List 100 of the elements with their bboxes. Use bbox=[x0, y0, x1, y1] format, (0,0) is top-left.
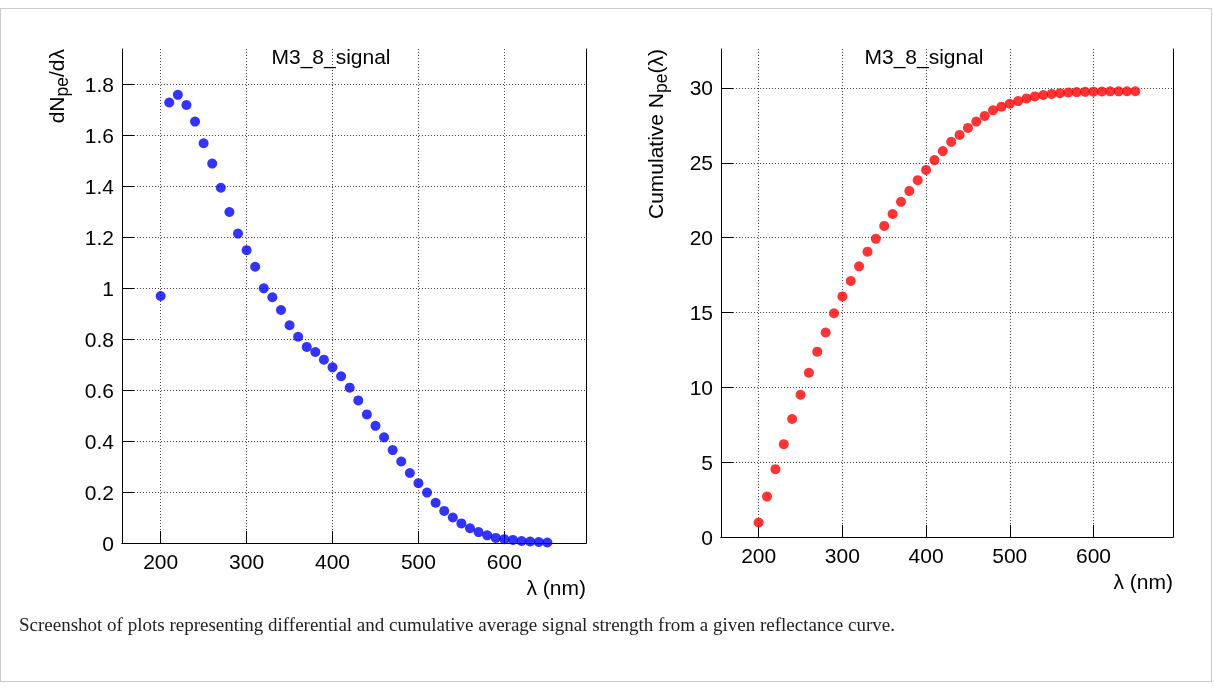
point bbox=[795, 389, 806, 400]
y-tick-label: 0 bbox=[701, 525, 713, 549]
point bbox=[829, 308, 839, 319]
point bbox=[181, 100, 192, 111]
point bbox=[172, 89, 183, 100]
point bbox=[996, 101, 1007, 112]
point bbox=[1121, 86, 1132, 97]
point bbox=[946, 136, 957, 147]
point bbox=[379, 432, 390, 443]
point bbox=[404, 467, 415, 478]
point bbox=[525, 536, 536, 547]
point bbox=[812, 346, 823, 357]
point bbox=[499, 534, 510, 545]
point bbox=[854, 261, 865, 272]
point bbox=[1130, 86, 1141, 97]
point bbox=[1038, 89, 1049, 100]
point bbox=[1088, 86, 1099, 97]
x-tick-label: 600 bbox=[1075, 544, 1111, 567]
point bbox=[267, 292, 278, 303]
point bbox=[979, 110, 990, 121]
y-tick-label: 20 bbox=[689, 226, 713, 250]
point bbox=[762, 491, 773, 502]
y-tick-label: 1.6 bbox=[84, 124, 114, 148]
point bbox=[198, 138, 209, 149]
point bbox=[770, 464, 781, 475]
point bbox=[473, 527, 484, 538]
x-tick-label: 500 bbox=[992, 544, 1028, 567]
point bbox=[870, 233, 881, 244]
point bbox=[250, 261, 261, 272]
point bbox=[787, 414, 798, 425]
point bbox=[353, 395, 364, 406]
point bbox=[164, 97, 175, 108]
point bbox=[507, 534, 518, 545]
point bbox=[456, 518, 467, 529]
point bbox=[1080, 86, 1091, 97]
y-tick-label: 0 bbox=[102, 531, 114, 555]
point bbox=[361, 409, 372, 420]
y-tick-label: 0.6 bbox=[84, 378, 114, 402]
point bbox=[465, 523, 475, 534]
point bbox=[988, 105, 999, 116]
point bbox=[1029, 91, 1040, 102]
point bbox=[862, 246, 873, 257]
point bbox=[422, 487, 433, 498]
point bbox=[929, 155, 940, 166]
point bbox=[293, 331, 304, 342]
point bbox=[233, 228, 243, 239]
x-tick-label: 300 bbox=[824, 544, 860, 567]
point bbox=[542, 537, 553, 548]
point bbox=[1055, 88, 1065, 99]
point bbox=[845, 276, 856, 287]
point bbox=[430, 497, 441, 508]
y-tick-label: 1.8 bbox=[84, 73, 114, 97]
chart-title: M3_8_signal bbox=[271, 45, 391, 69]
y-tick-label: 10 bbox=[689, 375, 713, 399]
x-axis-title: λ (nm) bbox=[1113, 570, 1173, 593]
point bbox=[215, 182, 226, 193]
point bbox=[962, 122, 973, 133]
point bbox=[516, 535, 527, 546]
point bbox=[837, 291, 848, 302]
point bbox=[284, 320, 295, 331]
point bbox=[310, 347, 321, 358]
point bbox=[190, 116, 201, 127]
point bbox=[258, 283, 269, 294]
y-tick-label: 5 bbox=[701, 450, 713, 474]
point bbox=[447, 512, 458, 523]
point bbox=[318, 354, 329, 365]
point bbox=[387, 445, 398, 456]
x-tick-label: 400 bbox=[908, 544, 944, 567]
y-tick-label: 0.2 bbox=[84, 480, 114, 504]
point bbox=[370, 420, 381, 431]
point bbox=[301, 341, 312, 352]
y-tick-label: 25 bbox=[689, 151, 713, 175]
point bbox=[895, 196, 906, 207]
y-tick-label: 30 bbox=[689, 76, 713, 100]
point bbox=[396, 456, 407, 467]
point bbox=[439, 505, 450, 516]
point bbox=[155, 291, 166, 301]
y-tick-label: 1.4 bbox=[84, 175, 115, 199]
x-tick-label: 600 bbox=[486, 550, 522, 573]
y-tick-label: 15 bbox=[689, 300, 713, 324]
point bbox=[207, 158, 218, 169]
x-tick-label: 200 bbox=[741, 544, 777, 567]
point bbox=[803, 367, 814, 378]
point bbox=[1105, 86, 1116, 97]
x-tick-label: 500 bbox=[400, 550, 436, 573]
chart-title: M3_8_signal bbox=[864, 45, 984, 69]
y-tick-label: 0.8 bbox=[84, 327, 114, 351]
point bbox=[241, 245, 252, 256]
point bbox=[336, 371, 347, 382]
point bbox=[413, 478, 424, 489]
x-axis-title: λ (nm) bbox=[526, 576, 586, 599]
point bbox=[937, 146, 948, 157]
point bbox=[887, 208, 898, 219]
y-tick-label: 1 bbox=[102, 276, 114, 300]
x-tick-label: 200 bbox=[143, 550, 179, 573]
point bbox=[753, 517, 764, 528]
point bbox=[921, 164, 932, 175]
point bbox=[275, 305, 286, 315]
y-tick-label: 0.4 bbox=[84, 429, 115, 453]
point bbox=[879, 220, 890, 231]
